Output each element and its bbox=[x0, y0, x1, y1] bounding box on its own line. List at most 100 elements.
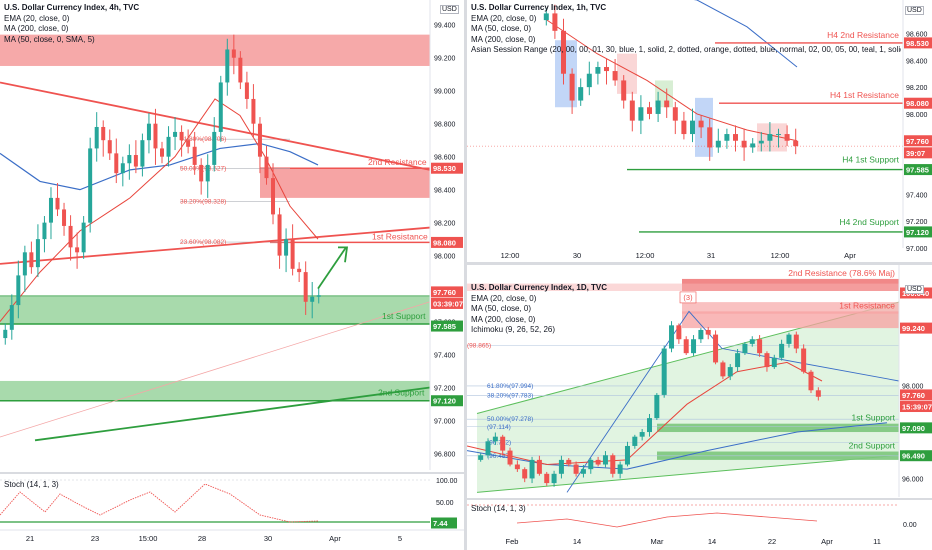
candle-1d-candle bbox=[786, 334, 792, 344]
legend-ma200: MA (200, close, 0) bbox=[471, 34, 536, 44]
y-tick-label: 99.400 bbox=[434, 23, 456, 30]
tag-stoch: 7.44 bbox=[433, 519, 448, 528]
currency-badge[interactable]: USD bbox=[440, 5, 459, 14]
trendline bbox=[34, 386, 431, 442]
candle-1d-candle bbox=[500, 436, 506, 451]
legend-asian-session: Asian Session Range (20, 00, 00, 01, 30,… bbox=[471, 45, 901, 55]
candle-4h-candle bbox=[81, 222, 86, 253]
y-tick-label: 99.000 bbox=[434, 89, 456, 96]
legend-ma200: MA (200, close, 0) bbox=[4, 24, 69, 34]
candle-1d-candle bbox=[779, 343, 785, 358]
wave-label: (3) bbox=[683, 293, 693, 302]
candle-1d-candle bbox=[676, 325, 682, 340]
candle-1d-candle bbox=[749, 339, 755, 344]
tag-sup2: 96.490 bbox=[902, 452, 925, 461]
panel-divider-vertical[interactable] bbox=[464, 0, 467, 550]
x-tick-label: 12:00 bbox=[771, 251, 790, 260]
candle-4h-candle bbox=[238, 57, 243, 83]
candle-1h-candle bbox=[629, 100, 635, 121]
tag-stoch-bg bbox=[431, 517, 457, 529]
candle-1d-candle bbox=[536, 459, 542, 474]
label-sup1: H4 1st Support bbox=[842, 155, 899, 165]
candle-4h-candle bbox=[244, 82, 249, 99]
support-zone-2nd bbox=[0, 380, 430, 401]
candle-4h-candle bbox=[290, 239, 295, 269]
candle-4h-candle bbox=[9, 305, 14, 330]
legend-ema: EMA (20, close, 0) bbox=[471, 13, 537, 23]
y-tick-label: 97.200 bbox=[906, 219, 928, 226]
legend-title: U.S. Dollar Currency Index, 1D, TVC bbox=[471, 283, 608, 292]
candle-4h-candle bbox=[101, 126, 106, 141]
candle-1d-candle bbox=[507, 450, 513, 465]
candle-1d-candle bbox=[683, 339, 689, 354]
candle-4h-candle bbox=[173, 131, 178, 137]
tag-res1-bg bbox=[900, 322, 932, 334]
candle-1d-candle bbox=[669, 325, 675, 349]
candle-1d-candle bbox=[801, 348, 807, 372]
candle-1d-candle bbox=[647, 418, 652, 433]
candle-1d-candle bbox=[639, 432, 645, 437]
chart-svg-4h[interactable]: 61.80%(98.706)50.00%(98.527)38.20%(98.32… bbox=[0, 0, 464, 550]
chart-svg-1h[interactable]: H4 2nd Resistance H4 1st Resistance H4 1st… bbox=[467, 0, 932, 262]
x-tick-label: 14 bbox=[708, 537, 716, 546]
chart-svg-1d[interactable]: (98.865) 61.80%(97.994) 38.20%(97.783) 50.0… bbox=[467, 265, 932, 550]
candle-1d-candle bbox=[654, 394, 660, 419]
tag-sup2: 97.120 bbox=[906, 228, 929, 237]
candle-4h-candle bbox=[264, 156, 269, 179]
y-tick-label: 98.400 bbox=[434, 188, 456, 195]
candle-4h-candle bbox=[160, 148, 164, 157]
currency-badge[interactable]: USD bbox=[905, 6, 924, 15]
candle-1h-candle bbox=[715, 140, 721, 148]
tag-res2: 98.530 bbox=[906, 39, 929, 48]
chart-panel-4h[interactable]: U.S. Dollar Currency Index, 4h, TVC EMA … bbox=[0, 0, 464, 550]
candle-4h-candle bbox=[225, 49, 230, 83]
tag-timer-bg bbox=[904, 147, 932, 159]
tag-price-bg bbox=[904, 135, 932, 147]
panel-divider-horizontal[interactable] bbox=[467, 262, 932, 265]
candle-4h-candle bbox=[192, 146, 197, 165]
legend-1h: U.S. Dollar Currency Index, 1h, TVC EMA … bbox=[471, 3, 901, 56]
y-tick-label: 96.000 bbox=[902, 476, 924, 483]
candle-1d-candle bbox=[705, 329, 711, 335]
tag-timer: 15:39:07 bbox=[902, 403, 932, 412]
candle-4h-candle bbox=[107, 140, 112, 154]
projection-arrow-head bbox=[338, 246, 349, 263]
candle-4h-candle bbox=[186, 140, 191, 147]
zone-res2-lower bbox=[682, 302, 899, 314]
label-sup1: 1st Support bbox=[852, 413, 896, 423]
tag-price: 97.760 bbox=[902, 391, 925, 400]
label-sup2: 2nd Support bbox=[849, 441, 896, 451]
chart-panel-1h[interactable]: U.S. Dollar Currency Index, 1h, TVC EMA … bbox=[467, 0, 932, 262]
candle-4h-candle bbox=[35, 239, 40, 268]
tag-sup1-bg bbox=[900, 422, 932, 434]
trendline bbox=[0, 81, 431, 171]
candle-1h-candle bbox=[750, 143, 756, 148]
tag-sup1: 97.585 bbox=[433, 322, 456, 331]
y-tick-label: 98.000 bbox=[906, 112, 928, 119]
candle-1h-candle bbox=[561, 30, 566, 74]
candle-1h-candle bbox=[638, 107, 644, 121]
candle-1d-candle bbox=[580, 469, 586, 474]
y-tick-label: 98.200 bbox=[434, 221, 456, 228]
candle-1h-candle bbox=[767, 134, 773, 141]
ema-line bbox=[0, 98, 319, 322]
tag-sup2-bg bbox=[900, 450, 932, 462]
fib-label: 61.80%(97.994) bbox=[487, 383, 533, 390]
candle-1h-candle bbox=[569, 73, 575, 101]
candle-4h-candle bbox=[55, 197, 60, 210]
stoch-tick-50: 50.00 bbox=[436, 500, 454, 507]
chart-panel-1d[interactable]: U.S. Dollar Currency Index, 1D, TVC EMA … bbox=[467, 265, 932, 550]
channel-bottom bbox=[476, 454, 900, 493]
tag-res1-bg bbox=[431, 236, 463, 248]
stoch-legend: Stoch (14, 1, 3) bbox=[4, 480, 59, 489]
candle-1h-candle bbox=[698, 120, 704, 128]
candle-1d-candle bbox=[624, 445, 630, 465]
tag-res2-bg bbox=[431, 162, 463, 174]
candle-4h-candle bbox=[218, 82, 223, 132]
currency-badge[interactable]: USD bbox=[905, 285, 924, 294]
candle-1h-candle bbox=[578, 87, 584, 101]
tag-sup2-bg bbox=[431, 395, 463, 407]
x-tick-label: 22 bbox=[768, 537, 776, 546]
candle-4h-candle bbox=[48, 197, 53, 223]
legend-ema: EMA (20, close, 0) bbox=[471, 293, 537, 303]
